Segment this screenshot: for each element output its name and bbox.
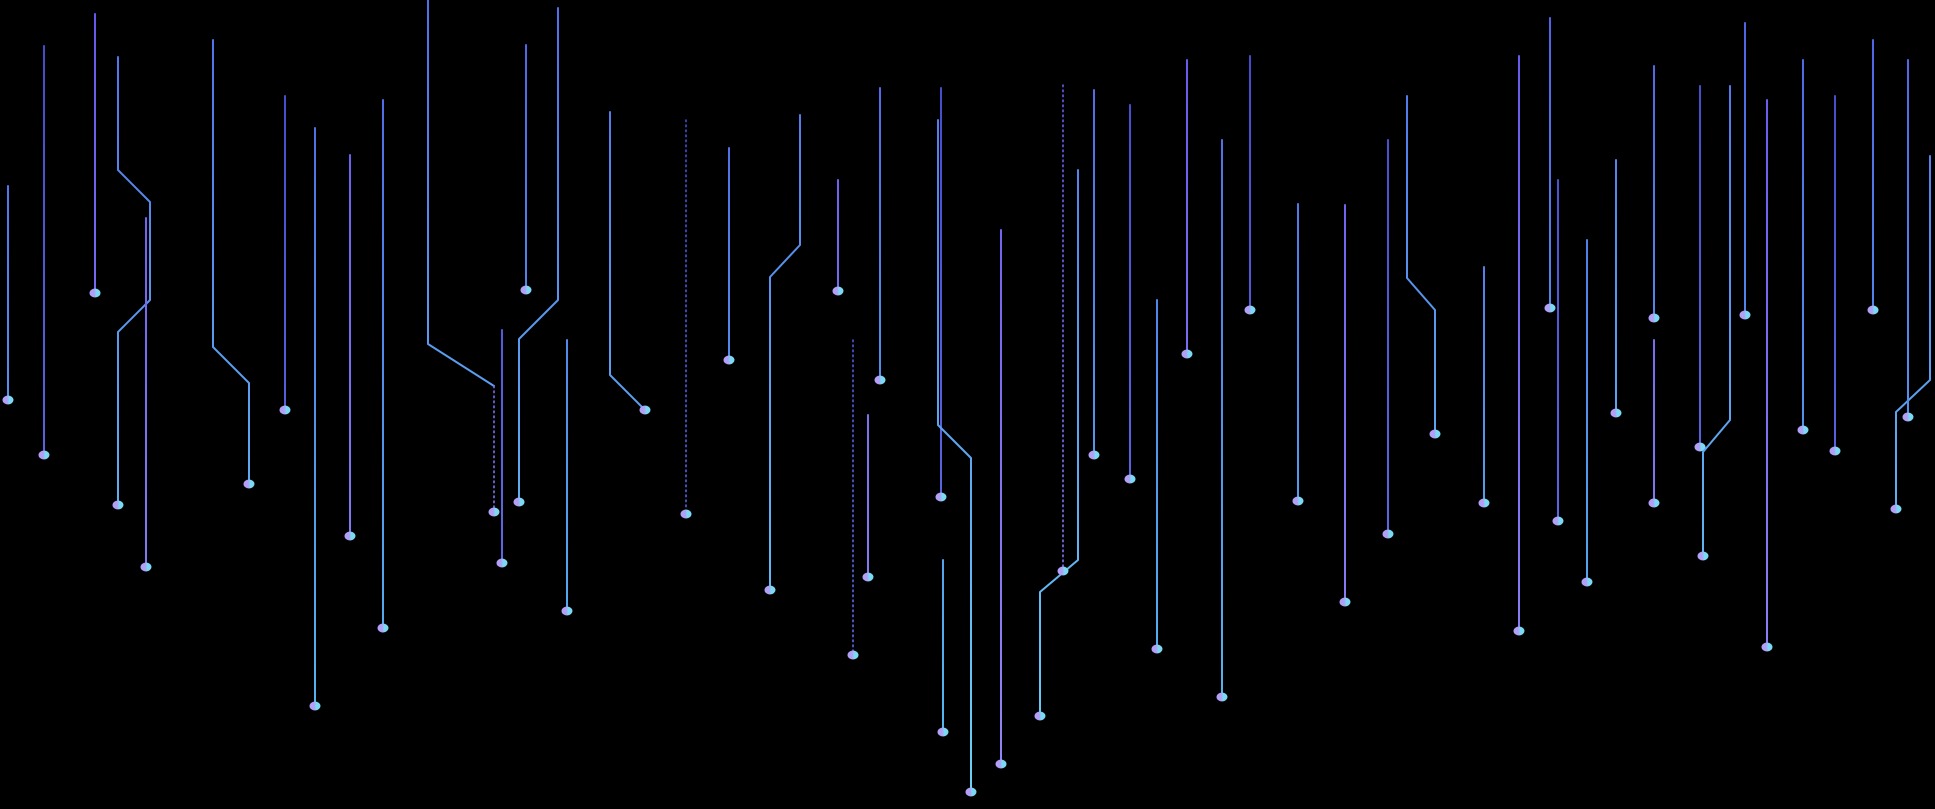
- trace-endpoint-dot: [862, 572, 874, 582]
- trace-endpoint-dot: [1057, 566, 1069, 576]
- trace-endpoint-dot: [935, 492, 947, 502]
- circuit-trace-line: [609, 111, 646, 411]
- trace-endpoint-dot: [639, 405, 651, 415]
- trace-endpoint-dot: [1761, 642, 1773, 652]
- trace-endpoint-dot: [243, 479, 255, 489]
- trace-endpoint-dot: [1216, 692, 1228, 702]
- trace-endpoint-dot: [965, 787, 977, 797]
- circuit-trace-line: [427, 0, 495, 387]
- trace-endpoint-dot: [1739, 310, 1751, 320]
- trace-endpoint-dot: [1890, 504, 1902, 514]
- circuit-trace-line: [937, 119, 972, 793]
- circuit-trace-line: [117, 56, 151, 506]
- trace-endpoint-dot: [1829, 446, 1841, 456]
- trace-endpoint-dot: [1697, 551, 1709, 561]
- trace-endpoint-dot: [2, 395, 14, 405]
- trace-endpoint-dot: [874, 375, 886, 385]
- trace-endpoint-dot: [140, 562, 152, 572]
- trace-endpoint-dot: [1544, 303, 1556, 313]
- trace-endpoint-dot: [1694, 442, 1706, 452]
- trace-endpoint-dot: [1088, 450, 1100, 460]
- circuit-trace-line: [212, 39, 250, 485]
- circuit-trace-line: [1895, 155, 1931, 510]
- trace-endpoint-dot: [377, 623, 389, 633]
- trace-endpoint-dot: [1292, 496, 1304, 506]
- trace-endpoint-dot: [723, 355, 735, 365]
- trace-endpoint-dot: [1478, 498, 1490, 508]
- trace-endpoint-dot: [1552, 516, 1564, 526]
- trace-endpoint-dot: [89, 288, 101, 298]
- circuit-trace-line: [769, 114, 801, 591]
- trace-endpoint-dot: [1339, 597, 1351, 607]
- trace-endpoint-dot: [680, 509, 692, 519]
- trace-endpoint-dot: [1151, 644, 1163, 654]
- circuit-trace-line: [518, 7, 559, 503]
- trace-endpoint-dot: [1513, 626, 1525, 636]
- trace-endpoint-dot: [847, 650, 859, 660]
- trace-endpoint-dot: [513, 497, 525, 507]
- circuit-trace-line: [1039, 169, 1079, 717]
- trace-endpoint-dot: [1124, 474, 1136, 484]
- trace-endpoint-dot: [1610, 408, 1622, 418]
- trace-endpoint-dot: [1867, 305, 1879, 315]
- trace-endpoint-dot: [1382, 529, 1394, 539]
- circuit-trace-line: [1702, 85, 1731, 557]
- trace-endpoint-dot: [1244, 305, 1256, 315]
- trace-endpoint-dot: [1902, 412, 1914, 422]
- trace-endpoint-dot: [1429, 429, 1441, 439]
- trace-endpoint-dot: [764, 585, 776, 595]
- trace-endpoint-dot: [279, 405, 291, 415]
- trace-endpoint-dot: [309, 701, 321, 711]
- trace-endpoint-dot: [1181, 349, 1193, 359]
- trace-endpoint-dot: [112, 500, 124, 510]
- trace-endpoint-dot: [1581, 577, 1593, 587]
- trace-endpoint-dot: [832, 286, 844, 296]
- trace-endpoint-dot: [1648, 313, 1660, 323]
- trace-endpoint-dot: [1797, 425, 1809, 435]
- trace-endpoint-dot: [1648, 498, 1660, 508]
- trace-endpoint-dot: [937, 727, 949, 737]
- trace-endpoint-dot: [520, 285, 532, 295]
- trace-endpoint-dot: [561, 606, 573, 616]
- trace-endpoint-dot: [496, 558, 508, 568]
- trace-endpoint-dot: [488, 507, 500, 517]
- trace-endpoint-dot: [38, 450, 50, 460]
- trace-endpoint-dot: [995, 759, 1007, 769]
- trace-endpoint-dot: [1034, 711, 1046, 721]
- trace-endpoint-dot: [344, 531, 356, 541]
- circuit-trace-line: [1406, 95, 1436, 435]
